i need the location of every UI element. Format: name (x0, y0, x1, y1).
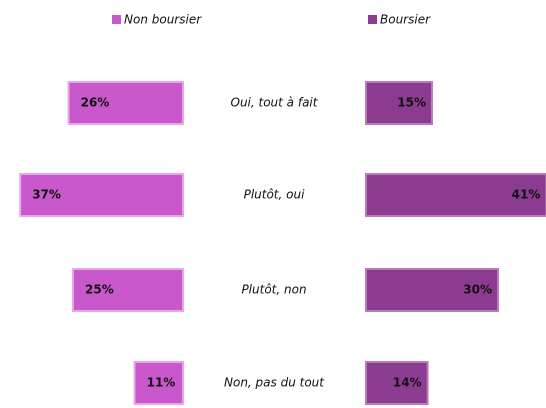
bar (67, 81, 184, 125)
bar (19, 173, 185, 217)
data-label: 41% (512, 188, 541, 202)
data-label: 14% (393, 376, 422, 390)
bar (365, 268, 499, 312)
legend-label: Boursier (380, 13, 431, 27)
bar (365, 81, 433, 125)
legend-swatch (368, 15, 377, 24)
bar (365, 361, 429, 405)
bar (72, 268, 184, 312)
bar (133, 361, 185, 405)
category-label: Plutôt, oui (244, 188, 306, 202)
legend-label: Non boursier (124, 13, 202, 27)
legend-swatch (112, 15, 121, 24)
data-label: 26% (81, 96, 110, 110)
data-label: 25% (85, 283, 114, 297)
data-label: 30% (463, 283, 492, 297)
data-label: 15% (397, 96, 426, 110)
category-label: Oui, tout à fait (231, 96, 319, 110)
data-label: 11% (147, 376, 176, 390)
data-label: 37% (32, 188, 61, 202)
category-label: Non, pas du tout (224, 376, 325, 390)
bar (365, 173, 546, 217)
category-label: Plutôt, non (241, 283, 306, 297)
